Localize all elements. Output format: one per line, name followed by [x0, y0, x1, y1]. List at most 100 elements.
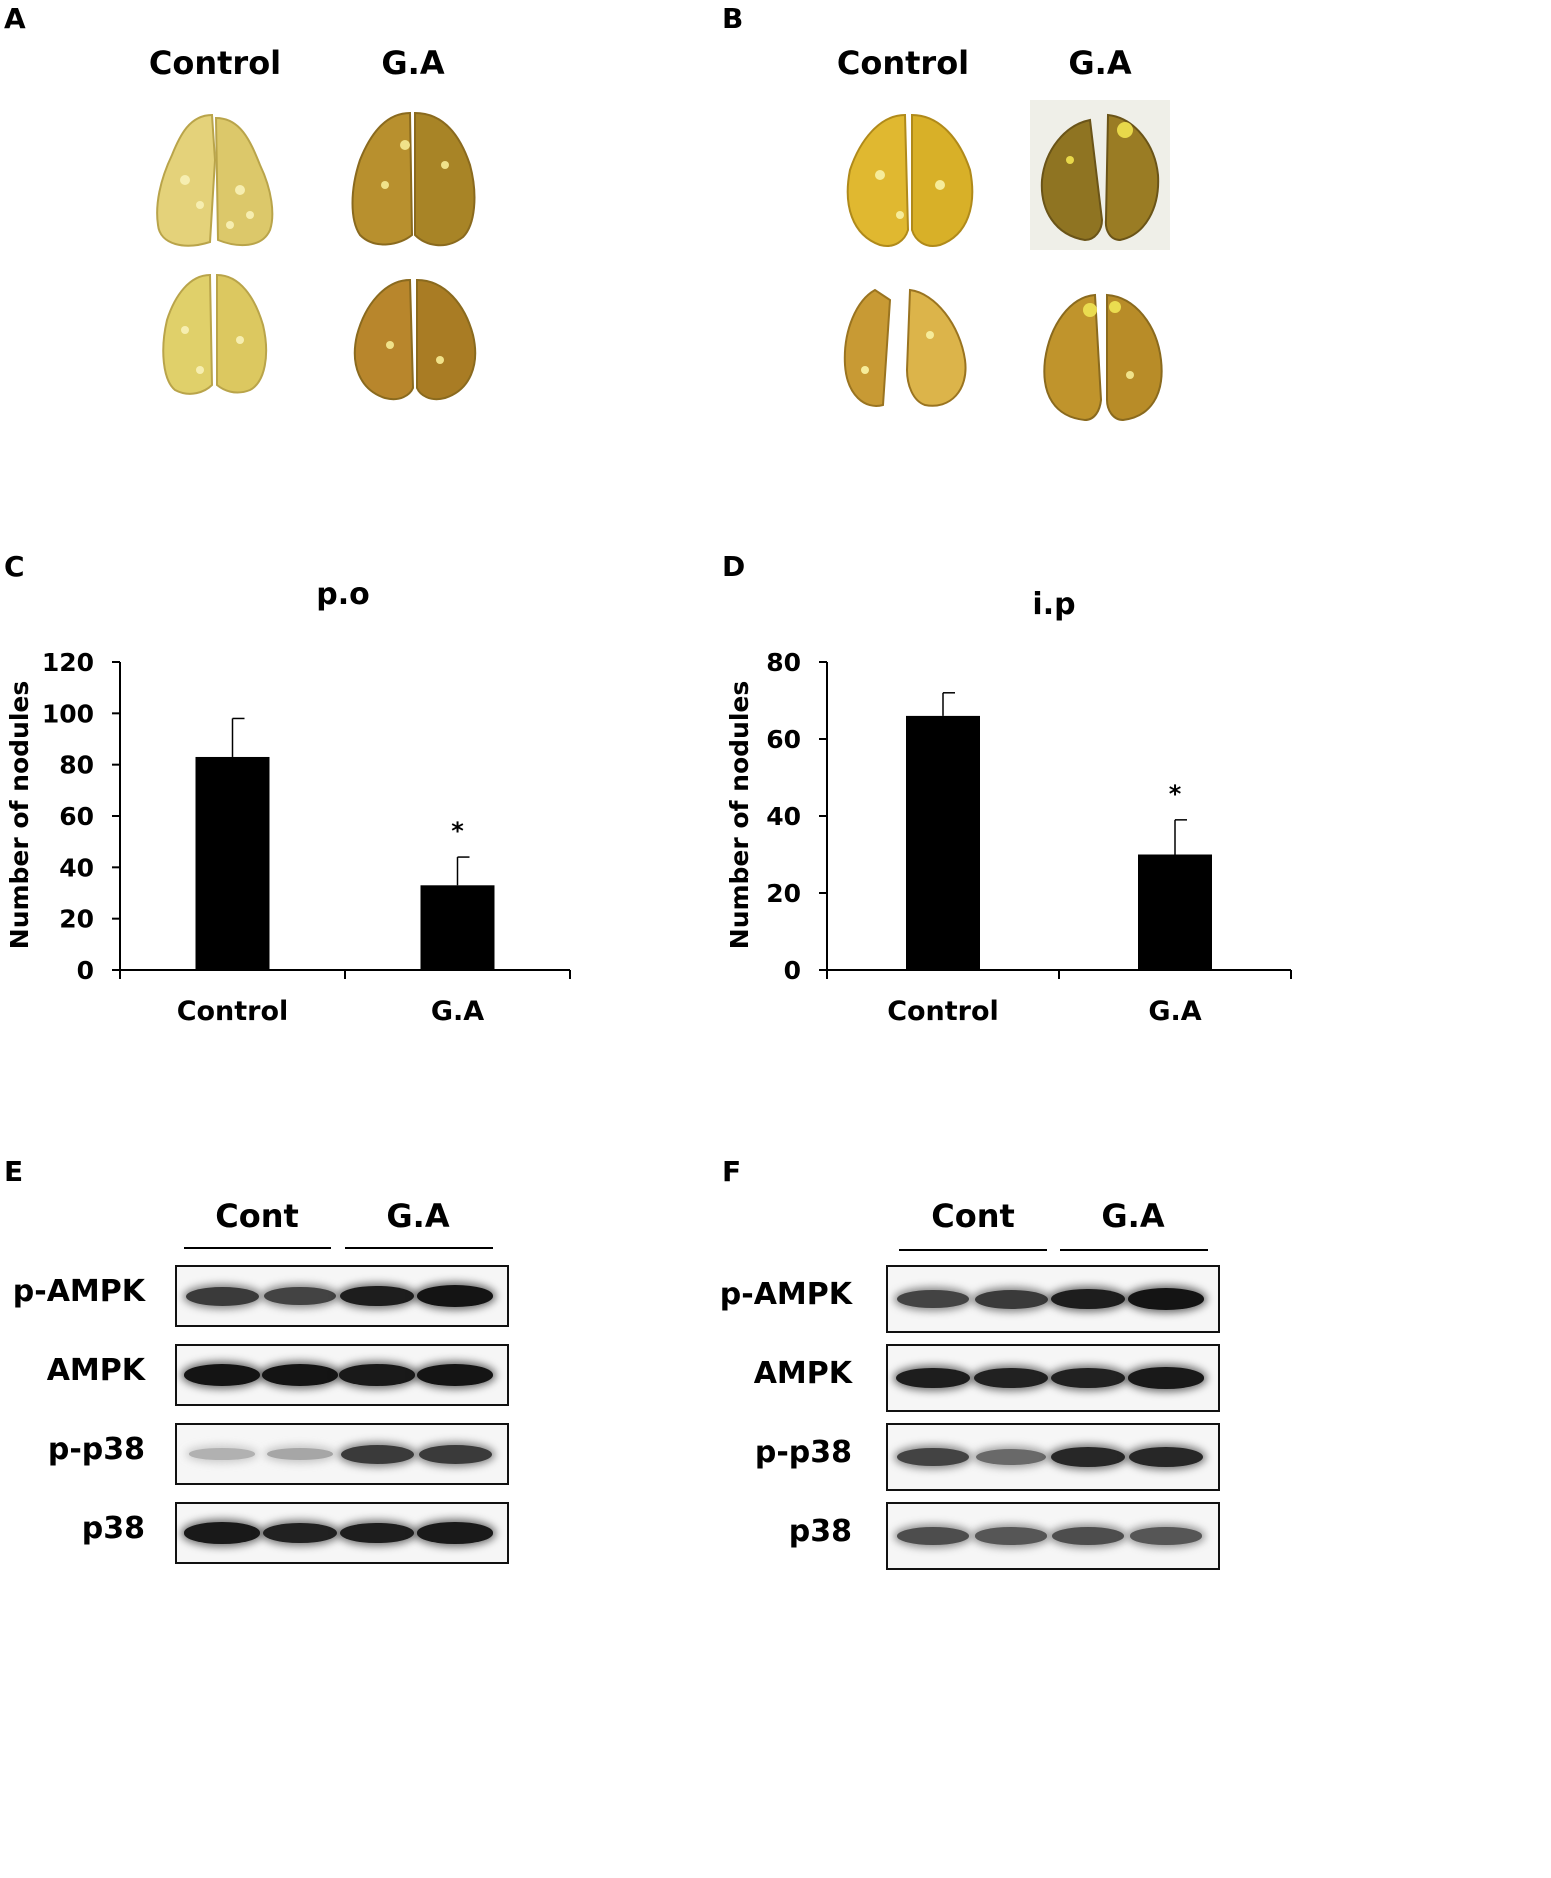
lung-photo-a-control-2 — [162, 273, 268, 395]
blot-band — [417, 1285, 493, 1307]
blot-band — [895, 1367, 971, 1389]
significance-marker: * — [1169, 780, 1182, 808]
blot-band — [418, 1444, 492, 1464]
lung-photo-b-control-2 — [843, 288, 967, 407]
blot-e-group-cont-line — [184, 1247, 331, 1249]
blot-band — [897, 1527, 969, 1545]
blot-band — [339, 1522, 415, 1544]
bar-g-a — [420, 885, 495, 970]
panel-letter-a: A — [4, 2, 26, 35]
blot-band — [973, 1367, 1049, 1389]
blot-band — [184, 1522, 260, 1544]
y-tick-label: 0 — [77, 956, 94, 985]
blot-band — [417, 1364, 493, 1386]
blot-row-label: AMPK — [46, 1353, 145, 1388]
y-tick-label: 120 — [42, 648, 94, 677]
blot-strip — [886, 1265, 1220, 1333]
lung-photo-b-ga-2 — [1043, 293, 1163, 422]
chart-c: p.o Number of nodules 0 20 40 60 80 100 120 Con… — [5, 577, 571, 1027]
y-tick-label: 60 — [59, 802, 94, 831]
blot-band — [185, 1286, 259, 1306]
bar-g-a — [1138, 854, 1212, 970]
blot-band — [262, 1364, 338, 1386]
blot-strip — [175, 1265, 509, 1327]
blot-e-group-ga: G.A — [386, 1197, 450, 1235]
blot-band — [1128, 1288, 1204, 1310]
blot-band — [975, 1527, 1047, 1545]
blot-f-group-ga: G.A — [1101, 1197, 1165, 1235]
blot-strip — [175, 1344, 509, 1406]
panel-letter-b: B — [722, 2, 744, 35]
lung-photo-b-control-1 — [846, 113, 974, 247]
x-tick-label: Control — [887, 996, 999, 1027]
panel-b-ga-header: G.A — [1068, 44, 1132, 82]
lung-photo-b-ga-1 — [1030, 100, 1170, 250]
blot-f-group-cont: Cont — [931, 1197, 1015, 1235]
y-tick-label: 20 — [766, 879, 801, 908]
chart-d-marks: 0 20 40 60 80 Control * G.A — [766, 648, 1292, 1027]
blot-band — [262, 1522, 338, 1544]
blot-band — [976, 1449, 1046, 1465]
blot-f-group-cont-line — [899, 1249, 1047, 1251]
x-tick-label: G.A — [431, 996, 484, 1027]
blot-band — [974, 1289, 1048, 1309]
blot-strip — [886, 1502, 1220, 1570]
bar-control — [195, 756, 270, 970]
blot-row-label: p38 — [81, 1511, 145, 1546]
blot-strip — [886, 1423, 1220, 1491]
y-tick-label: 40 — [766, 802, 801, 831]
blot-row-label: p-p38 — [47, 1432, 145, 1467]
blot-band — [339, 1364, 415, 1386]
blot-band — [1050, 1367, 1126, 1389]
blot-band — [1050, 1288, 1126, 1310]
chart-d-title: i.p — [1032, 587, 1075, 622]
blot-band — [1052, 1527, 1124, 1545]
panel-a-control-header: Control — [148, 44, 282, 82]
blot-row-label: AMPK — [753, 1356, 852, 1391]
blot-band — [189, 1448, 255, 1460]
panel-b-control-header: Control — [836, 44, 970, 82]
bar-control — [906, 715, 980, 970]
blot-strip — [175, 1502, 509, 1564]
blot-band — [896, 1447, 970, 1467]
blot-strip — [175, 1423, 509, 1485]
chart-d-ylabel: Number of nodules — [725, 681, 754, 949]
blot-row-label: p38 — [788, 1514, 852, 1549]
x-tick-label: Control — [177, 996, 289, 1027]
blot-band — [1130, 1527, 1202, 1545]
chart-d: i.p Number of nodules 0 20 40 60 80 Control * G… — [725, 587, 1292, 1027]
blot-band — [339, 1285, 415, 1307]
y-tick-label: 0 — [784, 956, 801, 985]
panel-letter-e: E — [4, 1155, 24, 1188]
lung-photo-a-ga-1 — [351, 111, 476, 247]
y-tick-label: 20 — [59, 905, 94, 934]
blot-band — [184, 1364, 260, 1386]
y-tick-label: 60 — [766, 725, 801, 754]
blot-strip — [886, 1344, 1220, 1412]
y-tick-label: 100 — [42, 699, 94, 728]
panel-letter-f: F — [722, 1155, 742, 1188]
chart-c-marks: 0 20 40 60 80 100 120 Control * G.A — [42, 648, 571, 1027]
blot-band — [266, 1447, 334, 1461]
blot-band — [1128, 1446, 1204, 1468]
blot-f-group-ga-line — [1060, 1249, 1208, 1251]
blot-band — [1050, 1446, 1126, 1468]
blot-row-label: p-p38 — [754, 1435, 852, 1470]
y-tick-label: 80 — [766, 648, 801, 677]
blot-e-group-cont: Cont — [215, 1197, 299, 1235]
chart-c-title: p.o — [316, 577, 369, 612]
panel-letter-c: C — [4, 550, 25, 583]
lung-photo-a-ga-2 — [353, 278, 477, 401]
y-tick-label: 40 — [59, 853, 94, 882]
blot-band — [417, 1522, 493, 1544]
blot-row-label: p-AMPK — [12, 1274, 145, 1309]
blot-row-label: p-AMPK — [719, 1277, 852, 1312]
panel-a-ga-header: G.A — [381, 44, 445, 82]
lung-photo-a-control-1 — [156, 113, 274, 247]
significance-marker: * — [451, 817, 464, 845]
panel-letter-d: D — [722, 550, 746, 583]
blot-band — [340, 1444, 414, 1464]
blot-band — [1128, 1367, 1204, 1389]
blot-e-group-ga-line — [345, 1247, 493, 1249]
blot-band — [896, 1289, 970, 1309]
